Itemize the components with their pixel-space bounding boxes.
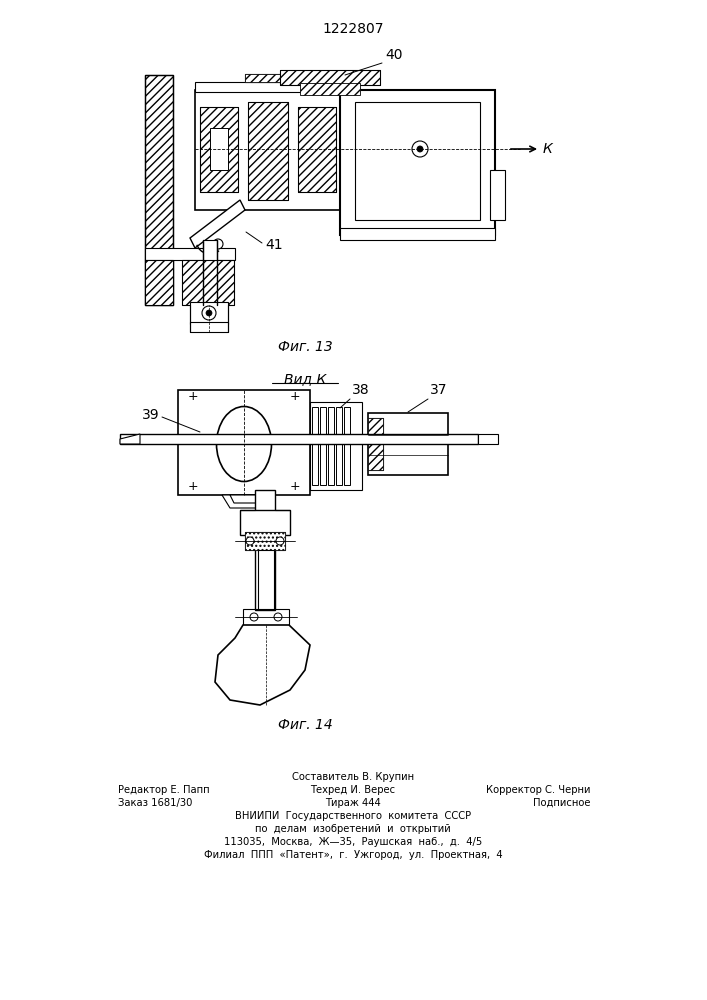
- Bar: [300, 83, 360, 95]
- Bar: [245, 74, 293, 82]
- Circle shape: [250, 613, 258, 621]
- Bar: [178, 390, 310, 495]
- Text: по  делам  изобретений  и  открытий: по делам изобретений и открытий: [255, 824, 451, 834]
- Ellipse shape: [216, 406, 271, 482]
- Bar: [195, 82, 340, 92]
- Circle shape: [206, 310, 212, 316]
- Bar: [145, 248, 235, 260]
- Circle shape: [213, 239, 223, 249]
- Bar: [190, 322, 228, 332]
- Polygon shape: [230, 495, 262, 503]
- Text: Корректор С. Черни: Корректор С. Черни: [486, 785, 590, 795]
- Bar: [368, 413, 448, 475]
- Bar: [328, 407, 334, 485]
- Bar: [258, 550, 274, 610]
- Bar: [255, 490, 275, 610]
- Bar: [195, 90, 340, 210]
- Polygon shape: [215, 625, 310, 705]
- Bar: [280, 70, 380, 85]
- Polygon shape: [120, 434, 140, 444]
- Text: +: +: [290, 390, 300, 403]
- Bar: [368, 418, 383, 470]
- Text: 113035,  Москва,  Ж—35,  Раушская  наб.,  д.  4/5: 113035, Москва, Ж—35, Раушская наб., д. …: [224, 837, 482, 847]
- Bar: [368, 418, 383, 470]
- Text: Составитель В. Крупин: Составитель В. Крупин: [292, 772, 414, 782]
- Bar: [355, 102, 480, 220]
- Text: Вид К: Вид К: [284, 372, 326, 386]
- Bar: [312, 407, 318, 485]
- Bar: [344, 407, 350, 485]
- Text: +: +: [290, 481, 300, 493]
- Text: Фиг. 14: Фиг. 14: [278, 718, 332, 732]
- Bar: [245, 532, 285, 550]
- Bar: [248, 102, 288, 200]
- Bar: [478, 434, 498, 444]
- Bar: [182, 260, 234, 305]
- Bar: [320, 407, 326, 485]
- Text: Заказ 1681/30: Заказ 1681/30: [118, 798, 192, 808]
- Text: Фиг. 13: Фиг. 13: [278, 340, 332, 354]
- Text: ВНИИПИ  Государственного  комитета  СССР: ВНИИПИ Государственного комитета СССР: [235, 811, 471, 821]
- Text: Филиал  ППП  «Патент»,  г.  Ужгород,  ул.  Проектная,  4: Филиал ППП «Патент», г. Ужгород, ул. Про…: [204, 850, 502, 860]
- Bar: [298, 107, 336, 192]
- Text: Редактор Е. Папп: Редактор Е. Папп: [118, 785, 209, 795]
- Text: Подписное: Подписное: [532, 798, 590, 808]
- Bar: [245, 532, 285, 550]
- Bar: [310, 402, 362, 490]
- Bar: [240, 510, 290, 535]
- Circle shape: [417, 146, 423, 152]
- Circle shape: [412, 141, 428, 157]
- Bar: [200, 107, 238, 192]
- Bar: [145, 260, 173, 305]
- Bar: [203, 240, 217, 305]
- Bar: [145, 75, 173, 305]
- Text: Тираж 444: Тираж 444: [325, 798, 381, 808]
- Text: 37: 37: [430, 383, 448, 397]
- Polygon shape: [190, 200, 245, 248]
- Polygon shape: [222, 495, 270, 508]
- Bar: [340, 228, 495, 240]
- Bar: [248, 102, 288, 200]
- Text: 39: 39: [142, 408, 160, 422]
- Circle shape: [202, 306, 216, 320]
- Circle shape: [276, 537, 284, 545]
- Bar: [145, 75, 173, 305]
- Bar: [245, 74, 293, 82]
- Bar: [120, 434, 478, 444]
- Text: +: +: [187, 481, 198, 493]
- Circle shape: [274, 613, 282, 621]
- Text: 41: 41: [265, 238, 283, 252]
- Text: +: +: [187, 390, 198, 403]
- Bar: [200, 107, 238, 192]
- Bar: [190, 302, 228, 324]
- Text: Техред И. Верес: Техред И. Верес: [310, 785, 395, 795]
- Text: К: К: [543, 142, 553, 156]
- Text: 38: 38: [352, 383, 370, 397]
- Bar: [210, 128, 228, 170]
- Bar: [243, 609, 289, 625]
- Bar: [336, 407, 342, 485]
- Text: 40: 40: [385, 48, 402, 62]
- Bar: [182, 260, 234, 305]
- Circle shape: [246, 537, 254, 545]
- Bar: [340, 90, 495, 235]
- Text: 1222807: 1222807: [322, 22, 384, 36]
- Bar: [145, 260, 173, 305]
- Bar: [280, 70, 380, 85]
- Bar: [490, 170, 505, 220]
- Bar: [298, 107, 336, 192]
